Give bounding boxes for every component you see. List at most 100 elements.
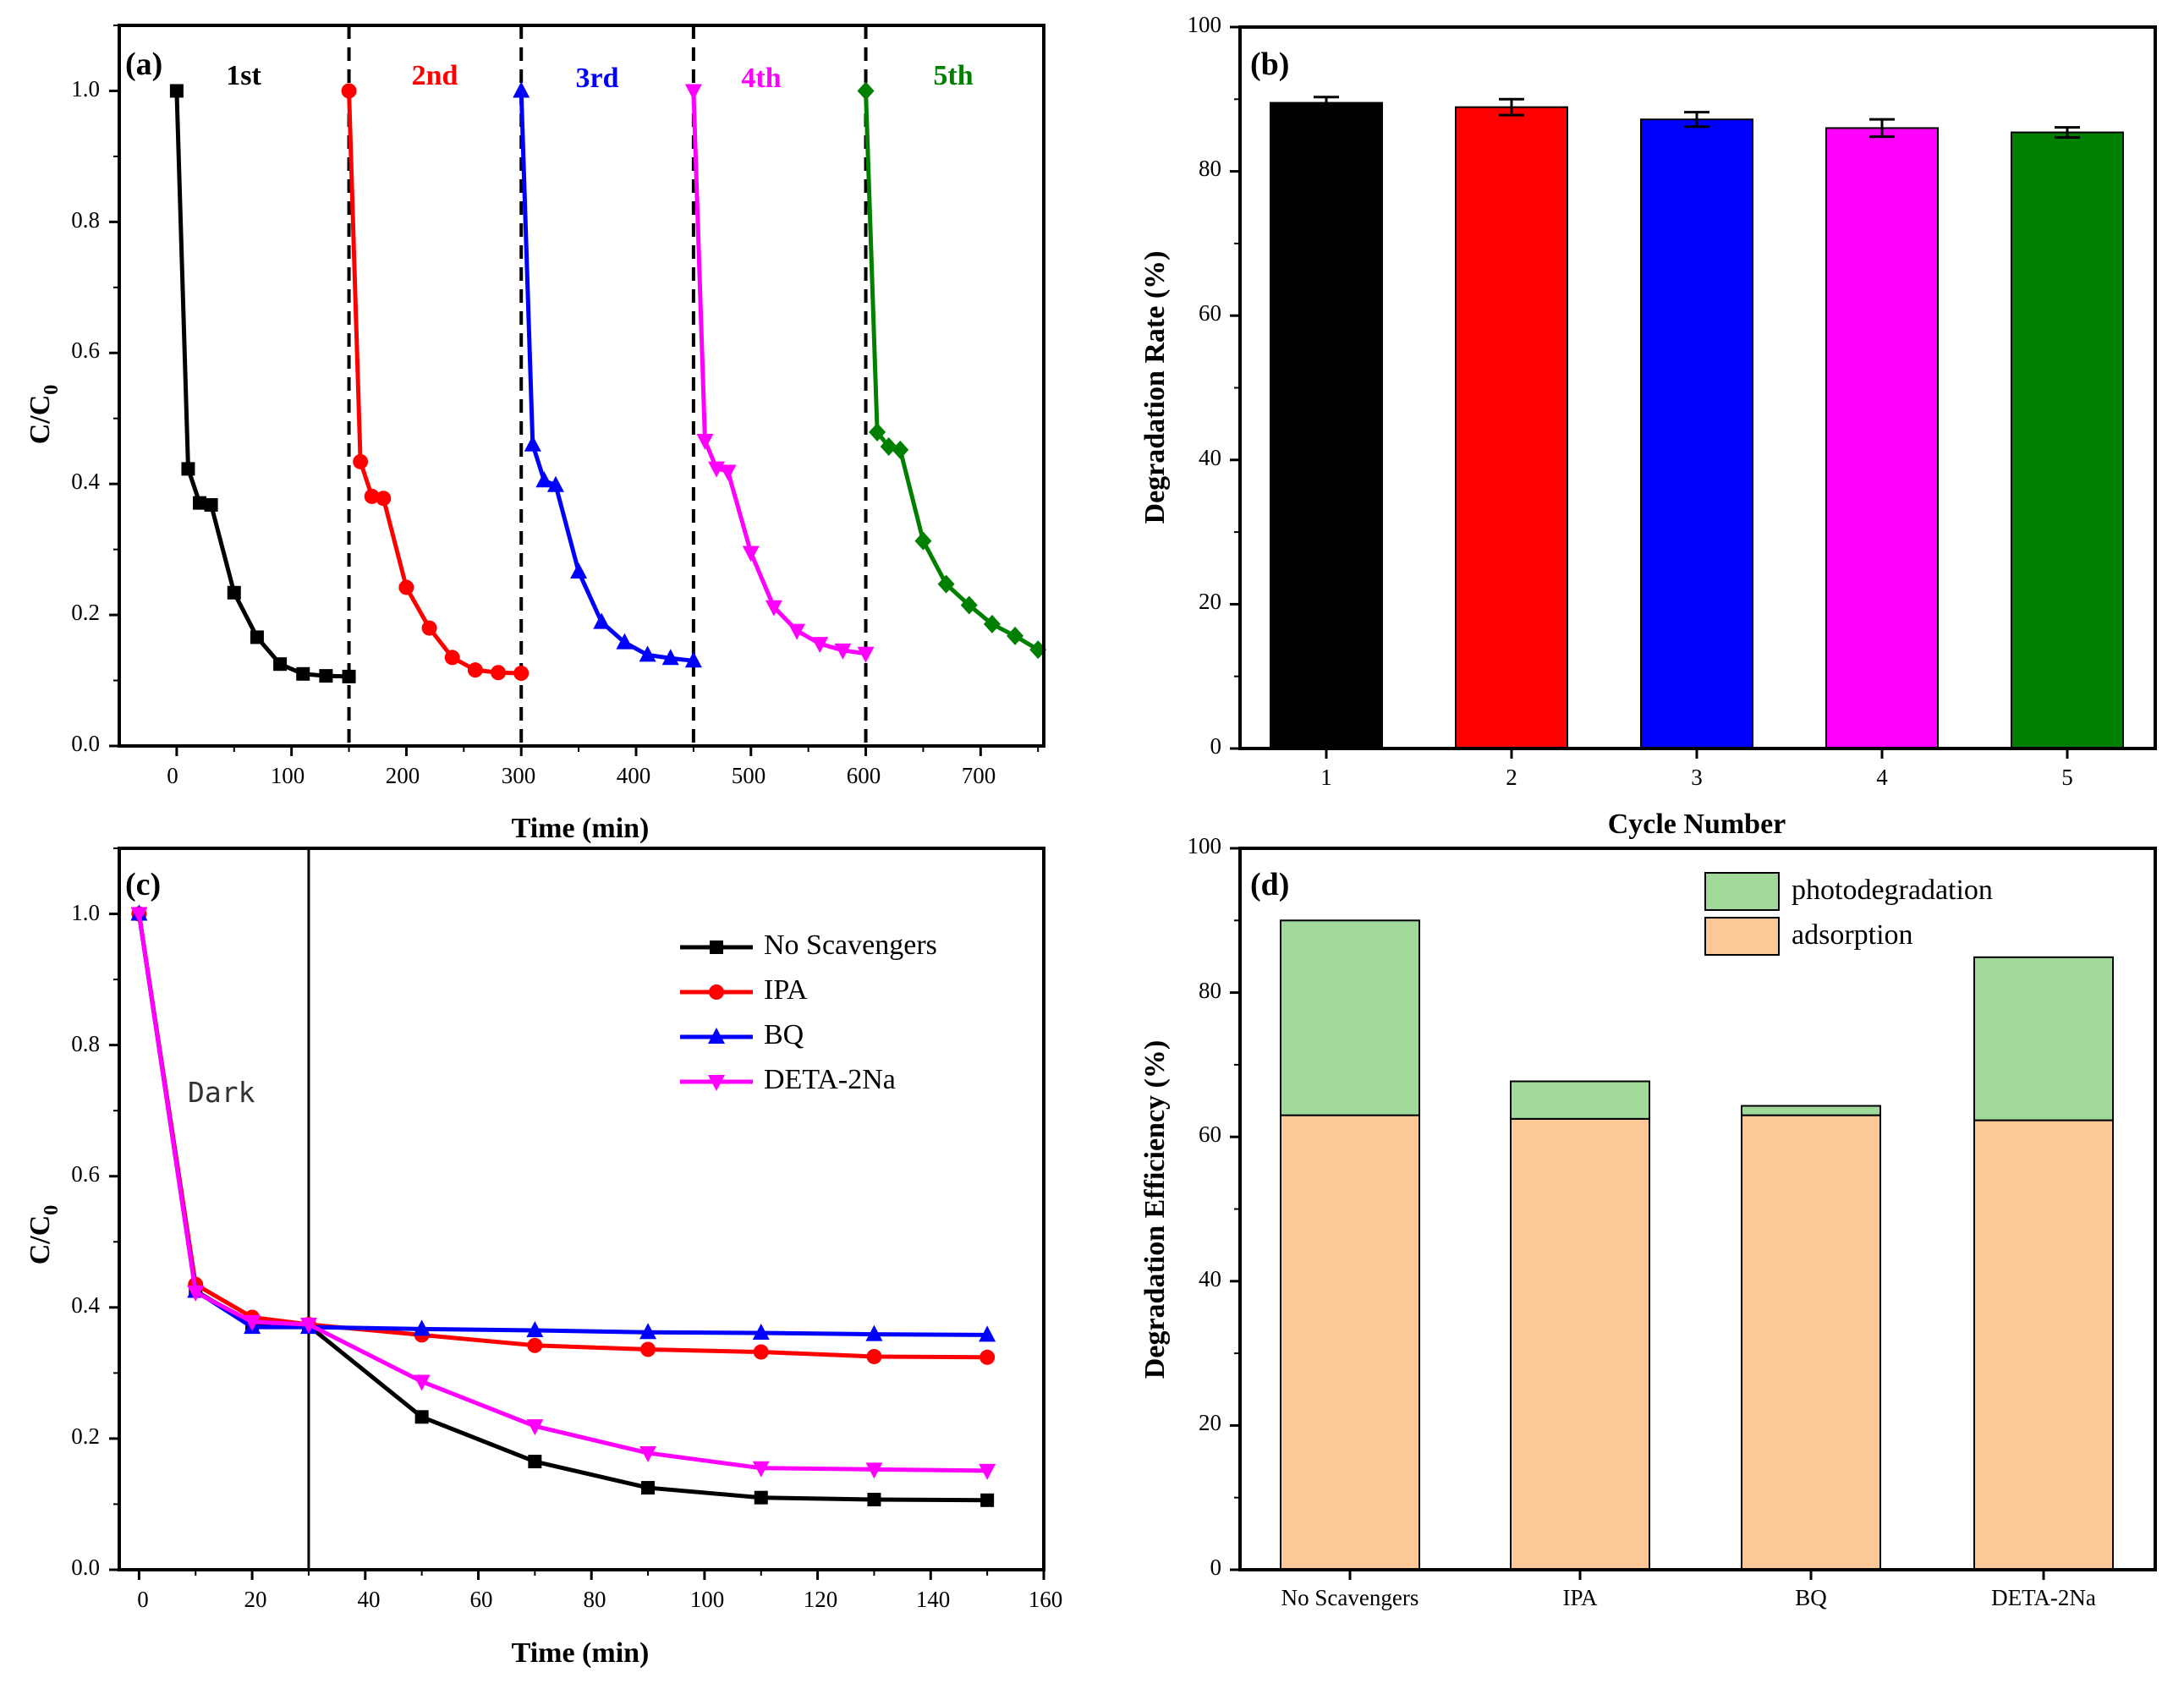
- data-point-4th: [742, 546, 760, 562]
- panel-b-x-axis-label: Cycle Number: [1608, 809, 1786, 840]
- data-point-DETA-2Na: [187, 1285, 205, 1302]
- x-tick-label: 160: [1029, 1587, 1063, 1612]
- panel-d-plot: [1230, 847, 2157, 1580]
- data-point-1st: [193, 496, 207, 510]
- x-tick-label: 60: [470, 1587, 493, 1612]
- legend-label-ipa: IPA: [764, 974, 808, 1006]
- x-tick-label: 100: [271, 763, 305, 788]
- x-tick-label: 5: [2061, 765, 2073, 790]
- data-point-5th: [960, 595, 978, 615]
- data-point-IPA: [866, 1348, 882, 1364]
- bar-cycle-1: [1270, 101, 1383, 749]
- panel-a-y-tick-labels: 0.0 0.2 0.4 0.6 0.8 1.0: [71, 76, 100, 756]
- series-line-No Scavengers: [136, 913, 988, 1503]
- panel-d-legend: photodegradation adsorption: [1704, 872, 1993, 956]
- y-axis-label-main: C/C: [25, 1215, 56, 1265]
- y-tick-label: 0.0: [71, 1555, 100, 1580]
- cycle-label-3rd: 3rd: [576, 63, 619, 94]
- y-tick-label: 0.4: [71, 469, 100, 494]
- plot-frame: [1238, 25, 2157, 750]
- cycle-label-2nd: 2nd: [412, 60, 458, 91]
- series-line-DETA-2Na: [136, 913, 988, 1473]
- data-point-No Scavengers: [528, 1455, 542, 1469]
- data-point-No Scavengers: [980, 1493, 995, 1507]
- bar-adsorption-IPA: [1510, 1117, 1650, 1571]
- bar-cycle-2: [1455, 106, 1568, 750]
- data-point-5th: [914, 531, 932, 551]
- x-tick-label: 400: [617, 763, 651, 788]
- data-point-1st: [227, 585, 241, 600]
- data-point-5th: [937, 574, 955, 594]
- x-tick-label: 140: [916, 1587, 951, 1612]
- x-tick-label: 100: [690, 1587, 725, 1612]
- y-tick-label: 0: [1210, 1555, 1222, 1580]
- data-point-4th: [788, 623, 806, 640]
- bar-adsorption-DETA-2Na: [1973, 1119, 2114, 1571]
- panel-a-plot: [109, 24, 1047, 756]
- data-point-BQ: [979, 1325, 996, 1342]
- data-point-3rd: [524, 435, 541, 452]
- data-point-3rd: [684, 651, 702, 668]
- data-point-BQ: [639, 1323, 657, 1340]
- data-point-No Scavengers: [641, 1481, 656, 1495]
- data-point-3rd: [546, 475, 564, 492]
- y-tick-label: 0.6: [71, 337, 100, 363]
- plot-frame: [1238, 847, 2157, 1571]
- panel-c-y-tick-labels: 0.0 0.2 0.4 0.6 0.8 1.0: [71, 900, 100, 1580]
- x-tick-label: 700: [962, 763, 996, 788]
- y-tick-label: 0.2: [71, 600, 100, 625]
- data-point-5th: [892, 440, 909, 459]
- y-tick-label: 100: [1188, 12, 1222, 37]
- y-tick-label: 80: [1199, 156, 1221, 181]
- data-point-2nd: [341, 83, 357, 99]
- data-point-No Scavengers: [414, 1410, 429, 1424]
- data-point-3rd: [661, 649, 679, 666]
- data-point-1st: [342, 669, 356, 683]
- panel-b: 0 20 40 60 80 100 1 2 3 4 5 Cycle Number…: [1139, 12, 2157, 840]
- x-tick-label: 40: [358, 1587, 381, 1612]
- legend-marker-IPA: [709, 984, 724, 1000]
- data-point-BQ: [413, 1319, 431, 1336]
- data-point-1st: [273, 657, 288, 672]
- data-point-BQ: [526, 1320, 544, 1337]
- panel-d-label: (d): [1250, 867, 1289, 902]
- x-tick-label: 0: [137, 1587, 149, 1612]
- data-point-4th: [857, 646, 875, 663]
- cycle-label-5th: 5th: [933, 60, 973, 91]
- panel-b-y-tick-labels: 0 20 40 60 80 100: [1188, 12, 1222, 759]
- data-point-5th: [880, 437, 897, 457]
- x-tick-label: No Scavengers: [1281, 1585, 1419, 1610]
- cycle-label-4th: 4th: [741, 63, 781, 94]
- data-point-DETA-2Na: [130, 907, 148, 924]
- bar-photodegradation-DETA-2Na: [1973, 956, 2114, 1121]
- panel-c-label: (c): [125, 867, 161, 902]
- data-point-5th: [983, 614, 1001, 633]
- series-line-5th: [864, 90, 1040, 652]
- x-tick-label: 20: [244, 1587, 267, 1612]
- bar-photodegradation-IPA: [1510, 1080, 1650, 1120]
- y-axis-label-subscript: 0: [41, 1205, 63, 1215]
- plot-frame: [118, 24, 1045, 748]
- panel-c: 0.0 0.2 0.4 0.6 0.8 1.0 0 20 40 60 80 10…: [25, 847, 1062, 1669]
- y-tick-label: 0: [1210, 733, 1222, 759]
- data-point-5th: [857, 81, 875, 101]
- panel-c-x-tick-labels: 0 20 40 60 80 100 120 140 160: [137, 1587, 1062, 1612]
- data-point-2nd: [467, 662, 483, 678]
- panel-c-y-axis-label: C/C0: [25, 1205, 63, 1265]
- bar-adsorption-No Scavengers: [1280, 1114, 1420, 1571]
- legend-label-photodegradation: photodegradation: [1792, 875, 1993, 906]
- data-point-2nd: [421, 620, 437, 636]
- data-point-BQ: [865, 1324, 883, 1341]
- data-point-2nd: [398, 579, 414, 595]
- data-point-1st: [169, 84, 184, 98]
- data-point-3rd: [570, 562, 588, 579]
- data-point-DETA-2Na: [979, 1463, 996, 1480]
- panel-c-x-axis-label: Time (min): [512, 1637, 650, 1669]
- data-point-1st: [204, 497, 218, 512]
- data-point-2nd: [491, 665, 507, 681]
- data-point-4th: [696, 434, 714, 451]
- y-tick-label: 0.8: [71, 1031, 100, 1056]
- panel-b-x-tick-labels: 1 2 3 4 5: [1320, 765, 2073, 790]
- data-point-1st: [181, 462, 195, 476]
- panel-a-x-axis-label: Time (min): [512, 813, 650, 844]
